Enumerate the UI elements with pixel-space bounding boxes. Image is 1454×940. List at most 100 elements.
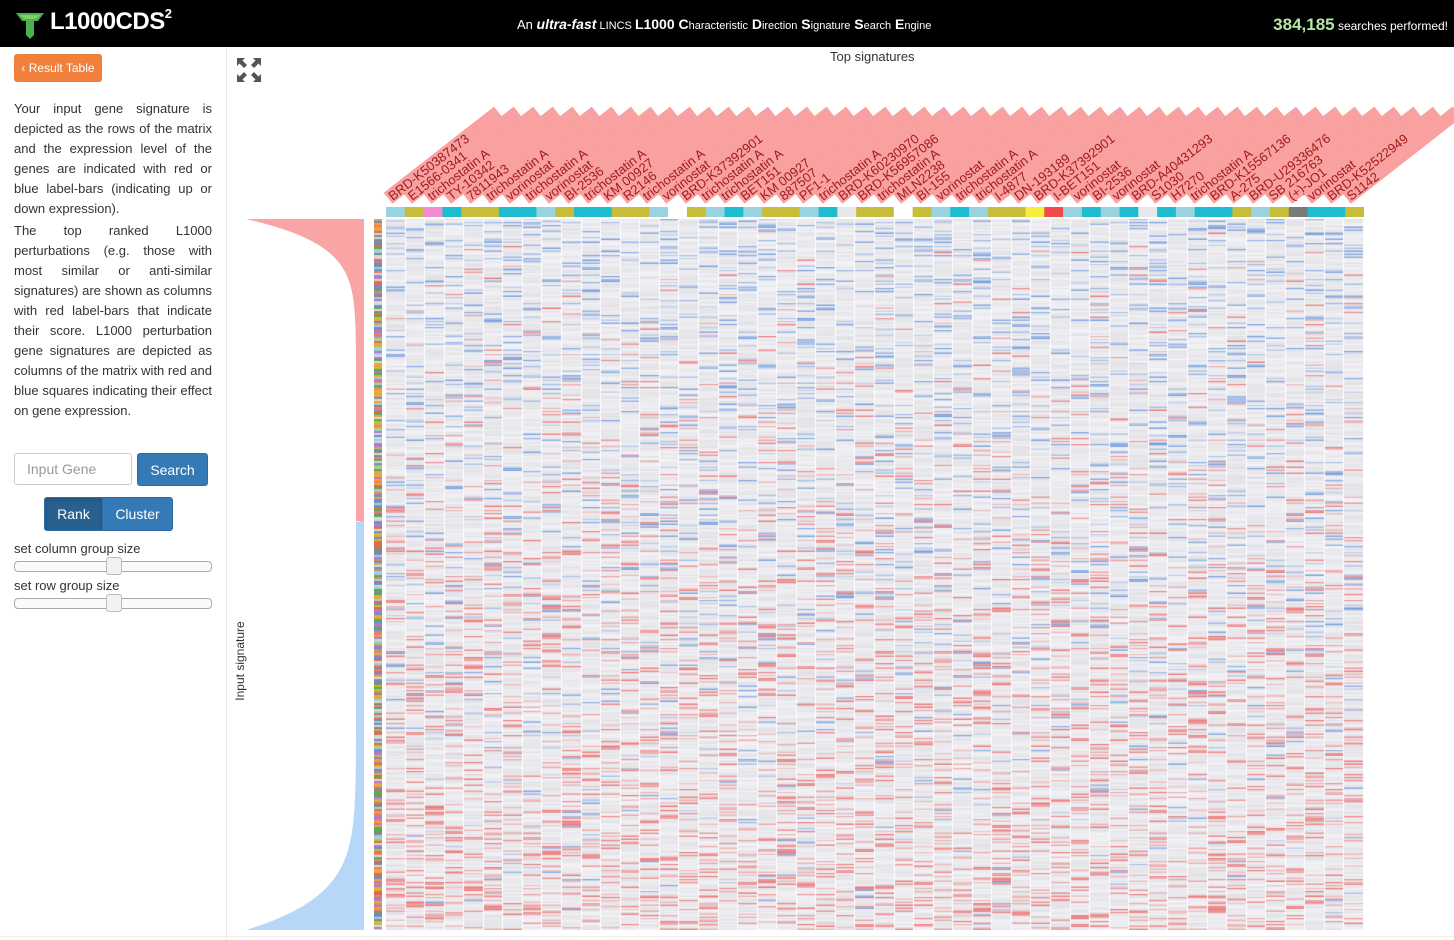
column-group-swatch — [1232, 207, 1252, 217]
column-label[interactable]: BI-155 — [911, 106, 1032, 205]
slider-handle[interactable] — [106, 594, 122, 612]
svg-text:trichostatin A: trichostatin A — [972, 146, 1040, 204]
column-label[interactable]: trichostatin A — [481, 106, 602, 205]
column-group-swatch — [423, 207, 443, 217]
svg-text:trichostatin A: trichostatin A — [581, 146, 649, 204]
column-label[interactable]: I-4877 — [990, 106, 1110, 205]
column-label[interactable]: vorinostat — [501, 106, 621, 205]
input-signature-axis-label: Input signature — [233, 621, 247, 701]
column-label[interactable]: A-275 — [1224, 106, 1345, 205]
column-label[interactable]: (+)-JQ1 — [1283, 106, 1404, 205]
column-group-swatch — [1063, 207, 1083, 217]
column-group-swatch — [668, 207, 688, 217]
column-label[interactable]: BRD-K60230970 — [833, 106, 954, 205]
svg-text:(+)-JQ1: (+)-JQ1 — [1285, 164, 1329, 203]
column-label[interactable]: BRD-K15567136 — [1205, 106, 1325, 205]
svg-text:trichostatin A: trichostatin A — [816, 146, 884, 204]
column-group-swatch — [536, 207, 556, 217]
rank-button[interactable]: Rank — [44, 497, 103, 531]
search-button[interactable]: Search — [137, 453, 208, 486]
column-label[interactable]: BET151 — [735, 106, 856, 205]
column-label[interactable]: S1030 — [1146, 106, 1267, 205]
column-label[interactable]: vorinostat — [540, 106, 660, 205]
expand-icon[interactable] — [236, 57, 262, 83]
column-label[interactable]: DN-193189 — [1009, 106, 1130, 205]
top-signatures-title: Top signatures — [830, 49, 915, 64]
column-label[interactable]: trichostatin A — [814, 106, 934, 205]
column-label[interactable]: vorinostat — [931, 106, 1051, 205]
column-label[interactable]: trichostatin A — [520, 106, 641, 205]
column-label[interactable]: BRD-K37392901 — [677, 106, 797, 205]
svg-text:E1566-0341: E1566-0341 — [405, 148, 470, 203]
column-label[interactable]: trichostatin A — [638, 106, 758, 205]
svg-text:trichostatin A: trichostatin A — [1187, 146, 1255, 204]
svg-text:BI-155: BI-155 — [913, 168, 952, 203]
column-label[interactable]: TY-10342 — [442, 106, 562, 205]
svg-text:trichostatin A: trichostatin A — [424, 146, 492, 204]
column-label[interactable]: BRD-K37392901 — [1029, 106, 1149, 205]
row-group-size-label: set row group size — [14, 578, 120, 593]
column-label[interactable]: BRD-K52522949 — [1322, 106, 1443, 205]
column-group-swatch — [649, 207, 669, 217]
column-label[interactable]: BRD-K56957086 — [853, 106, 973, 205]
column-label[interactable]: vorinostat — [1303, 106, 1423, 205]
up-genes-bars — [246, 219, 364, 522]
app-header: L1000CDS2 An ultra-fast LINCS L1000 Char… — [0, 0, 1454, 47]
slider-handle[interactable] — [106, 557, 122, 575]
column-label[interactable]: I-BET151 — [1048, 106, 1169, 205]
column-label[interactable]: KM 00927 — [755, 106, 875, 205]
column-label[interactable]: 887507 — [774, 106, 895, 205]
svg-text:TY-10342: TY-10342 — [444, 157, 497, 203]
svg-text:vorinostat: vorinostat — [1305, 157, 1359, 204]
svg-text:BRD-K37392901: BRD-K37392901 — [679, 131, 766, 203]
gene-search-input[interactable] — [14, 453, 132, 485]
column-label[interactable]: BRD-K50387473 — [383, 106, 504, 205]
column-label[interactable]: SB 216763 — [1263, 106, 1384, 205]
column-group-swatch — [611, 207, 631, 217]
column-group-swatch — [461, 207, 481, 217]
svg-text:I-BET151: I-BET151 — [1050, 158, 1103, 204]
svg-text:MLN2238: MLN2238 — [894, 157, 948, 204]
column-label[interactable]: trichostatin A — [970, 106, 1091, 205]
column-label[interactable]: BI-2536 — [1087, 106, 1208, 205]
column-label[interactable]: trichostatin A — [579, 106, 699, 205]
cluster-button[interactable]: Cluster — [103, 497, 173, 531]
column-label[interactable]: trichostatin A — [696, 106, 817, 205]
column-group-swatch — [875, 207, 895, 217]
svg-text:vorinostat: vorinostat — [542, 157, 596, 204]
expression-heatmap[interactable] — [386, 219, 1364, 930]
column-label[interactable]: trichostatin A — [872, 106, 993, 205]
column-label[interactable]: BRD-U29336476 — [1244, 106, 1364, 205]
column-group-swatch — [762, 207, 782, 217]
column-label[interactable]: BI-2536 — [559, 106, 680, 205]
column-label[interactable]: trichostatin A — [716, 106, 836, 205]
divider — [0, 936, 1454, 937]
svg-text:S1142: S1142 — [1344, 169, 1382, 203]
column-label[interactable]: trichostatin A — [951, 106, 1071, 205]
column-label[interactable]: E1566-0341 — [403, 106, 523, 205]
column-group-size-slider[interactable] — [14, 557, 212, 575]
column-label[interactable]: vorinostat — [1068, 106, 1188, 205]
row-group-size-slider[interactable] — [14, 594, 212, 612]
column-label[interactable]: 7811943 — [462, 106, 582, 205]
column-group-swatch — [1288, 207, 1309, 217]
svg-text:vorinostat: vorinostat — [659, 157, 713, 204]
column-label[interactable]: BRD-A40431293 — [1127, 106, 1247, 205]
column-label[interactable]: R2146 — [618, 106, 738, 205]
svg-text:BRD-K15567136: BRD-K15567136 — [1207, 131, 1294, 203]
column-label[interactable]: S1142 — [1342, 106, 1454, 205]
svg-text:BET151: BET151 — [737, 163, 783, 204]
column-label[interactable]: MLN2238 — [892, 106, 1012, 205]
column-label[interactable]: PF1-1 — [794, 106, 915, 205]
result-table-button[interactable]: ‹ Result Table — [14, 54, 102, 82]
column-group-swatch — [837, 207, 857, 217]
column-label[interactable]: vorinostat — [657, 106, 778, 205]
column-label[interactable]: KM 00927 — [598, 106, 719, 205]
brand-name[interactable]: L1000CDS2 — [50, 6, 172, 35]
column-label[interactable]: vorinostat — [1107, 106, 1227, 205]
svg-text:KM 00927: KM 00927 — [757, 155, 813, 203]
column-label[interactable]: H7270 — [1166, 106, 1286, 205]
help-text: Your input gene signature is depicted as… — [14, 99, 212, 423]
column-label[interactable]: trichostatin A — [1185, 106, 1306, 205]
column-label[interactable]: trichostatin A — [422, 106, 543, 205]
